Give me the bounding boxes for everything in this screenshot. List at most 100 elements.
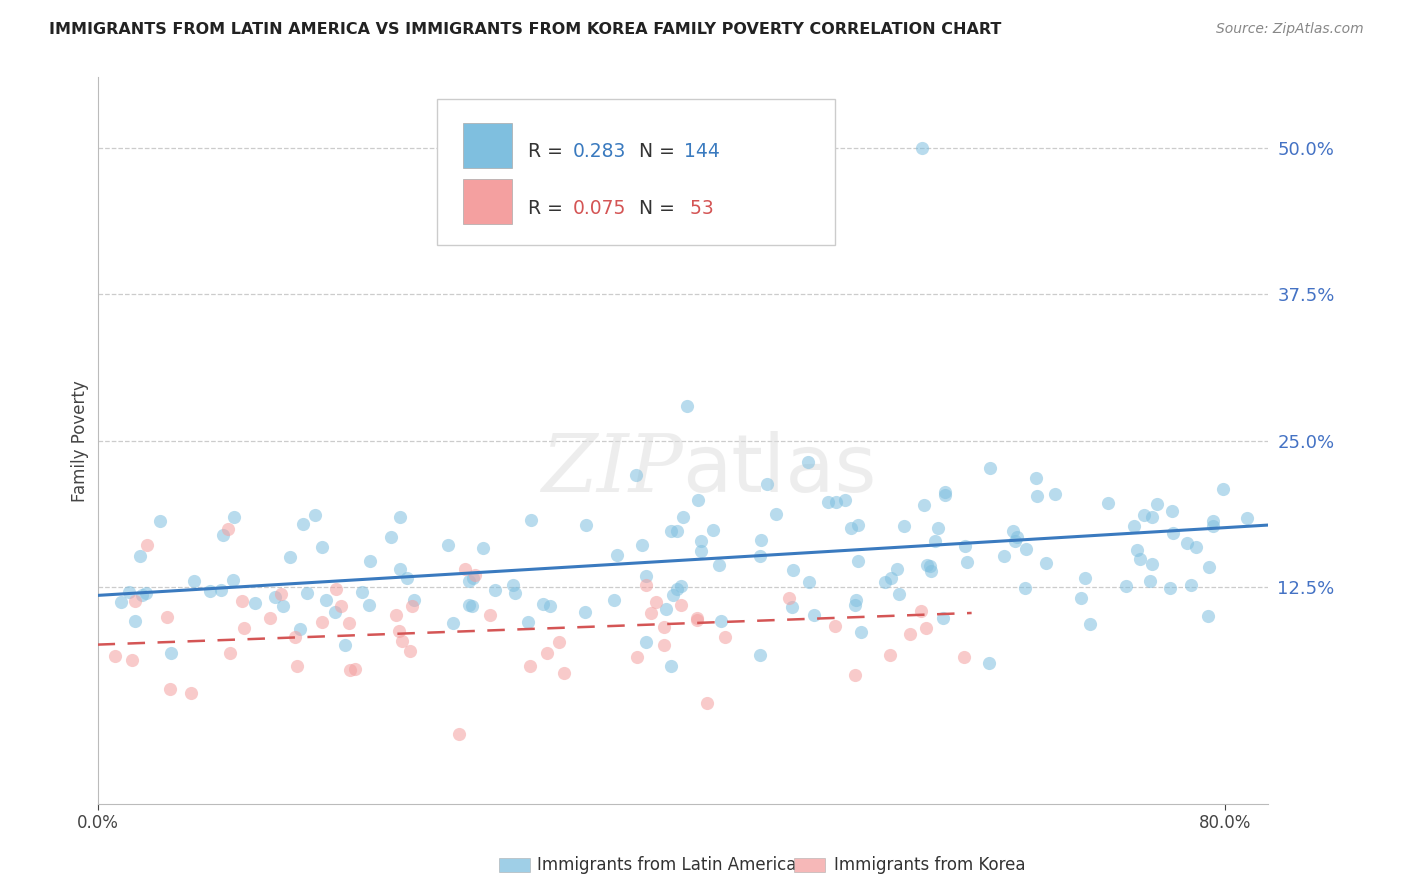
Point: [765, 508, 787, 522]
Point: [652, 620, 675, 634]
Point: [932, 611, 955, 625]
Point: [135, 586, 157, 600]
Point: [304, 508, 326, 522]
Point: [335, 639, 357, 653]
Point: [602, 592, 624, 607]
Point: [956, 555, 979, 569]
Point: [217, 522, 239, 536]
Point: [979, 656, 1001, 670]
Text: ZIP: ZIP: [541, 431, 683, 508]
Text: Immigrants from Korea: Immigrants from Korea: [834, 856, 1025, 874]
Point: [1128, 552, 1150, 566]
Point: [755, 476, 778, 491]
Point: [118, 584, 141, 599]
Point: [645, 594, 668, 608]
Point: [1202, 515, 1225, 529]
Point: [1197, 608, 1219, 623]
Text: atlas: atlas: [683, 431, 877, 508]
Point: [219, 646, 242, 660]
Point: [458, 599, 481, 613]
Point: [1014, 542, 1036, 557]
Point: [553, 666, 575, 681]
Point: [1005, 530, 1028, 544]
Point: [1014, 581, 1036, 595]
Point: [315, 592, 337, 607]
Point: [233, 622, 256, 636]
Point: [1115, 579, 1137, 593]
Point: [104, 649, 127, 664]
Point: [224, 510, 246, 524]
Point: [689, 544, 711, 558]
Point: [851, 624, 873, 639]
FancyBboxPatch shape: [437, 99, 835, 244]
Point: [385, 607, 408, 622]
Point: [295, 586, 318, 600]
Point: [1212, 482, 1234, 496]
Point: [626, 650, 648, 665]
Point: [934, 485, 956, 500]
Point: [323, 605, 346, 619]
Point: [834, 492, 856, 507]
Point: [803, 608, 825, 623]
Point: [198, 584, 221, 599]
Text: 53: 53: [683, 199, 713, 218]
Point: [846, 554, 869, 568]
Point: [311, 541, 333, 555]
Point: [330, 599, 353, 613]
Point: [749, 533, 772, 548]
Point: [1161, 526, 1184, 541]
Point: [707, 558, 730, 573]
Point: [1132, 508, 1154, 522]
Point: [713, 630, 735, 644]
Point: [839, 521, 862, 535]
Point: [666, 524, 689, 539]
Point: [128, 549, 150, 563]
Point: [1025, 489, 1047, 503]
Point: [1146, 497, 1168, 511]
Point: [575, 518, 598, 533]
Point: [484, 583, 506, 598]
Point: [955, 539, 977, 553]
Point: [380, 530, 402, 544]
Point: [1035, 556, 1057, 570]
Point: [886, 562, 908, 576]
Point: [844, 598, 866, 612]
Point: [1097, 496, 1119, 510]
Point: [669, 579, 692, 593]
Point: [538, 599, 561, 614]
Text: IMMIGRANTS FROM LATIN AMERICA VS IMMIGRANTS FROM KOREA FAMILY POVERTY CORRELATIO: IMMIGRANTS FROM LATIN AMERICA VS IMMIGRA…: [49, 22, 1001, 37]
Point: [934, 488, 956, 502]
Text: N =: N =: [640, 199, 681, 218]
Point: [927, 521, 949, 535]
Point: [1159, 581, 1181, 595]
Point: [799, 574, 821, 589]
Point: [350, 585, 373, 599]
Point: [222, 573, 245, 587]
Point: [873, 574, 896, 589]
Point: [516, 615, 538, 629]
Text: 144: 144: [683, 142, 720, 161]
Point: [1126, 542, 1149, 557]
Point: [910, 604, 932, 618]
Point: [548, 634, 571, 648]
Point: [898, 627, 921, 641]
Point: [124, 615, 146, 629]
Point: [245, 596, 267, 610]
Point: [359, 598, 381, 612]
Point: [748, 549, 770, 563]
Point: [634, 569, 657, 583]
Point: [846, 518, 869, 533]
Point: [124, 594, 146, 608]
Point: [292, 517, 315, 532]
Point: [709, 614, 731, 628]
Point: [920, 559, 942, 574]
Point: [284, 630, 307, 644]
Point: [782, 564, 804, 578]
Point: [912, 498, 935, 512]
Point: [437, 538, 460, 552]
Point: [686, 611, 709, 625]
Point: [920, 564, 942, 578]
FancyBboxPatch shape: [463, 179, 512, 224]
Point: [880, 571, 903, 585]
FancyBboxPatch shape: [463, 123, 512, 169]
